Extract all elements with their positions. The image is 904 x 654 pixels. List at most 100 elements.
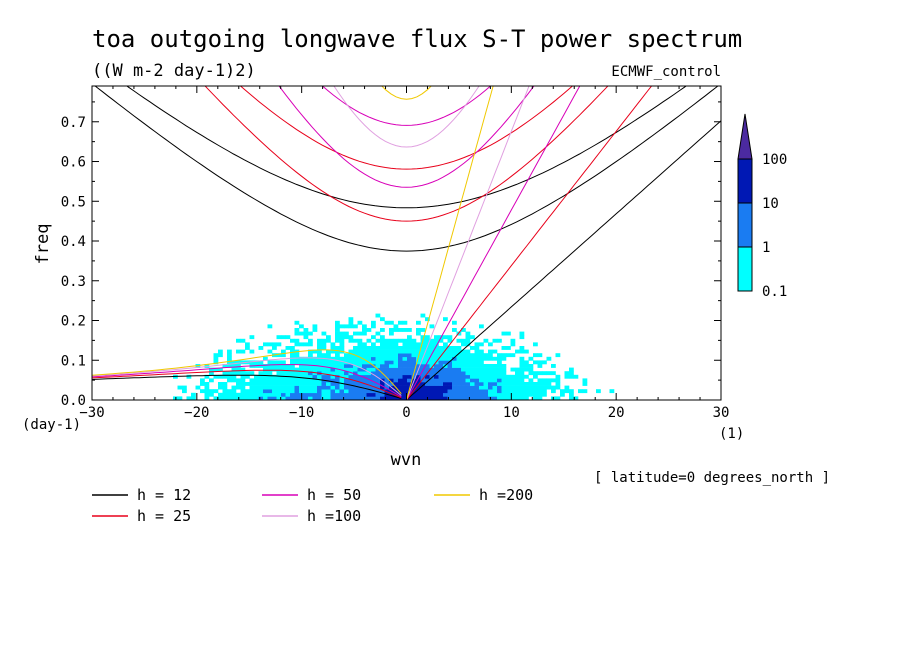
- power-cell: [546, 385, 552, 390]
- legend-label: h = 50: [307, 486, 361, 504]
- power-cell: [465, 367, 471, 372]
- power-cell: [357, 392, 363, 397]
- power-cell: [357, 367, 363, 372]
- power-cell: [479, 360, 484, 365]
- power-cell: [357, 346, 363, 350]
- power-cell: [209, 389, 214, 394]
- power-cell: [294, 396, 300, 400]
- power-cell: [335, 382, 340, 386]
- power-cell: [267, 385, 273, 390]
- power-cell: [492, 371, 498, 376]
- power-cell: [402, 360, 408, 365]
- power-cell: [263, 385, 268, 390]
- power-cell: [294, 342, 300, 347]
- power-cell: [276, 367, 282, 372]
- power-cell: [276, 396, 282, 400]
- power-cell: [407, 342, 412, 347]
- power-cell: [384, 338, 390, 343]
- power-cell: [308, 371, 313, 376]
- power-cell: [299, 324, 304, 329]
- power-cell: [533, 374, 538, 379]
- power-cell: [249, 385, 255, 390]
- power-cell: [452, 389, 457, 394]
- power-cell: [254, 396, 259, 400]
- power-cell: [236, 392, 241, 397]
- colorbar-segment: [737, 202, 753, 248]
- power-cell: [384, 349, 390, 354]
- power-cell: [555, 374, 561, 379]
- power-cell: [551, 371, 556, 376]
- power-cell: [429, 382, 435, 386]
- power-cell: [429, 346, 435, 350]
- power-cell: [227, 396, 232, 400]
- power-cell: [272, 364, 277, 368]
- power-cell: [384, 346, 390, 350]
- power-cell: [335, 346, 340, 350]
- power-cell: [335, 324, 340, 329]
- power-cell: [533, 371, 538, 376]
- power-cell: [362, 346, 367, 350]
- power-cell: [249, 389, 255, 394]
- power-cell: [312, 396, 318, 400]
- power-cell: [200, 382, 205, 386]
- power-cell: [348, 378, 354, 383]
- power-cell: [362, 324, 367, 329]
- power-cell: [339, 378, 345, 383]
- power-cell: [519, 364, 525, 368]
- power-cell: [389, 349, 394, 354]
- power-cell: [371, 353, 376, 358]
- power-cell: [254, 385, 259, 390]
- power-cell: [344, 374, 349, 379]
- power-cell: [425, 335, 430, 340]
- power-cell: [339, 342, 345, 347]
- power-cell: [483, 374, 489, 379]
- power-cell: [474, 353, 480, 358]
- power-cell: [398, 385, 403, 390]
- power-cell: [371, 349, 376, 354]
- power-cell: [492, 385, 498, 390]
- power-cell: [398, 349, 403, 354]
- power-cell: [384, 367, 390, 372]
- power-cell: [209, 367, 214, 372]
- power-cell: [240, 396, 246, 400]
- power-cell: [312, 382, 318, 386]
- power-cell: [452, 364, 457, 368]
- power-cell: [326, 364, 331, 368]
- power-cell: [258, 360, 264, 365]
- power-cell: [335, 364, 340, 368]
- power-cell: [308, 342, 313, 347]
- power-cell: [398, 378, 403, 383]
- power-cell: [290, 353, 295, 358]
- power-cell: [294, 378, 300, 383]
- power-cell: [407, 364, 412, 368]
- power-cell: [501, 331, 507, 336]
- power-cell: [389, 364, 394, 368]
- power-cell: [434, 335, 439, 340]
- power-cell: [263, 396, 268, 400]
- power-cell: [474, 364, 480, 368]
- power-cell: [470, 356, 475, 361]
- power-cell: [389, 396, 394, 400]
- power-cell: [488, 382, 493, 386]
- colorbar-label: 0.1: [762, 284, 787, 300]
- power-cell: [497, 364, 502, 368]
- power-cell: [339, 392, 345, 397]
- power-cell: [443, 367, 448, 372]
- power-cell: [537, 353, 543, 358]
- power-cell: [312, 360, 318, 365]
- power-cell: [492, 338, 498, 343]
- power-cell: [456, 364, 462, 368]
- power-cell: [326, 367, 331, 372]
- legend-label: h =200: [479, 486, 533, 504]
- power-cell: [470, 396, 475, 400]
- power-cell: [299, 367, 304, 372]
- power-cell: [182, 385, 187, 390]
- power-cell: [479, 378, 484, 383]
- power-cell: [357, 331, 363, 336]
- power-cell: [479, 324, 484, 329]
- power-cell: [425, 385, 430, 390]
- power-cell: [438, 364, 444, 368]
- power-cell: [267, 342, 273, 347]
- power-cell: [537, 385, 543, 390]
- power-cell: [501, 392, 507, 397]
